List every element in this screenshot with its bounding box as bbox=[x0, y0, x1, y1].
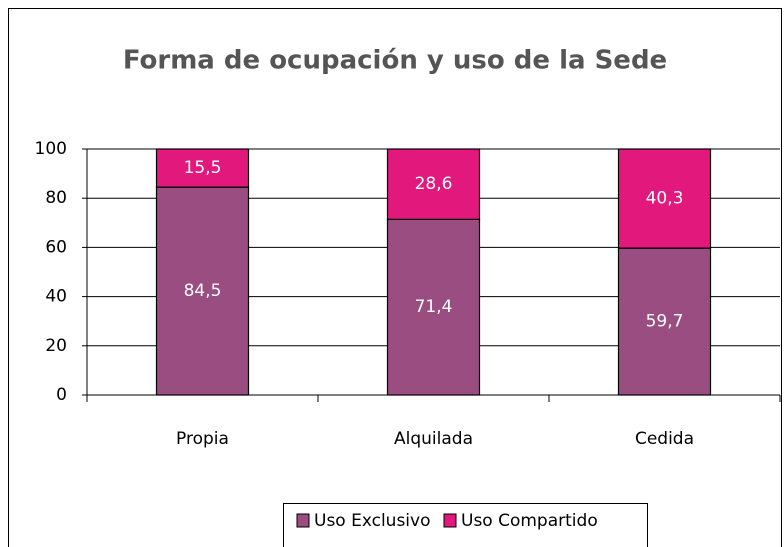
legend-label: Uso Exclusivo bbox=[314, 511, 431, 531]
y-tick-label: 40 bbox=[45, 287, 67, 307]
bar-segment bbox=[155, 148, 250, 188]
x-tick-label: Cedida bbox=[635, 429, 694, 449]
y-tick-label: 60 bbox=[45, 237, 67, 257]
bar-segment bbox=[386, 218, 481, 396]
x-tick-label: Alquilada bbox=[394, 429, 473, 449]
data-label: 28,6 bbox=[415, 174, 453, 194]
legend-label: Uso Compartido bbox=[461, 511, 598, 531]
bar-segment bbox=[386, 148, 481, 220]
y-tick-label: 100 bbox=[35, 139, 67, 159]
data-label: 59,7 bbox=[646, 312, 684, 332]
data-label: 15,5 bbox=[184, 158, 222, 178]
data-label: 71,4 bbox=[415, 297, 453, 317]
legend-swatch bbox=[443, 513, 457, 528]
x-tick-label: Propia bbox=[176, 429, 229, 449]
bar-segment bbox=[617, 247, 712, 396]
y-tick-label: 0 bbox=[56, 385, 67, 405]
y-tick-label: 80 bbox=[45, 188, 67, 208]
data-label: 40,3 bbox=[646, 189, 684, 209]
bar-segment bbox=[155, 186, 250, 396]
chart-title: Forma de ocupación y uso de la Sede bbox=[123, 46, 667, 76]
legend-swatch bbox=[296, 513, 310, 528]
y-tick-label: 20 bbox=[45, 336, 67, 356]
legend-box bbox=[283, 503, 648, 547]
bar-segment bbox=[617, 148, 712, 249]
data-label: 84,5 bbox=[184, 281, 222, 301]
